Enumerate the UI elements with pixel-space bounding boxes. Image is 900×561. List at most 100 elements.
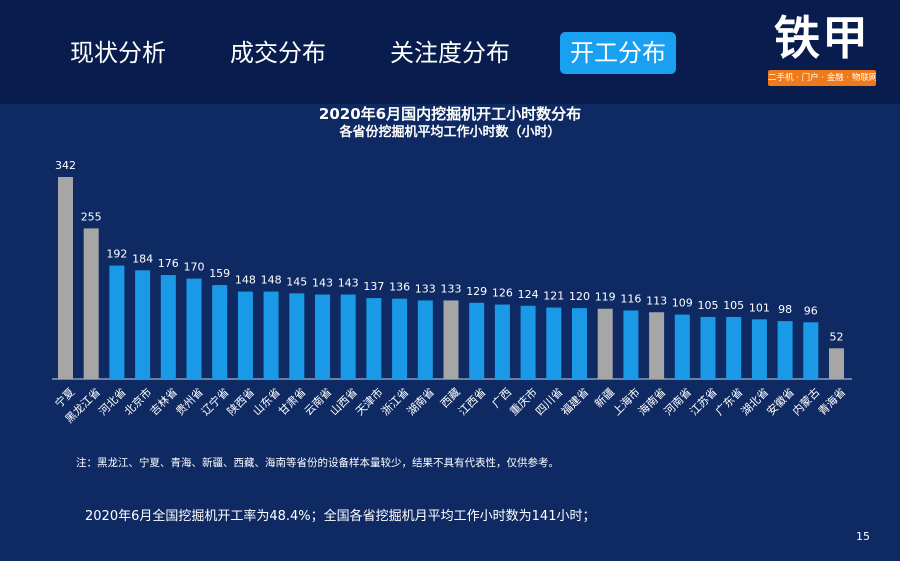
data-label-18: 124 (518, 288, 539, 301)
bar-12 (366, 298, 382, 379)
category-label-13: 浙江省 (379, 386, 412, 419)
data-label-27: 101 (749, 301, 770, 314)
data-label-9: 145 (286, 275, 307, 288)
bar-9 (289, 293, 305, 379)
bar-29 (803, 322, 819, 379)
category-label-18: 重庆市 (507, 385, 540, 418)
bar-21 (597, 308, 613, 379)
data-label-15: 133 (441, 282, 462, 295)
category-label-19: 四川省 (533, 386, 566, 419)
data-label-4: 176 (158, 257, 179, 270)
category-label-25: 江苏省 (687, 386, 720, 419)
chart-title: 2020年6月国内挖掘机开工小时数分布 (318, 105, 582, 123)
data-label-0: 342 (55, 159, 76, 172)
category-label-10: 云南省 (302, 386, 335, 419)
category-label-4: 吉林省 (147, 385, 180, 418)
category-label-28: 安徽省 (764, 385, 797, 418)
category-label-16: 江西省 (456, 386, 489, 419)
bar-14 (417, 300, 433, 379)
bar-13 (392, 298, 408, 379)
tab-attention-distribution[interactable]: 关注度分布 (390, 39, 510, 67)
bar-0 (58, 177, 73, 379)
data-label-28: 98 (778, 303, 792, 316)
data-label-12: 137 (363, 280, 384, 293)
bar-17 (494, 304, 510, 379)
bar-3 (135, 270, 151, 379)
data-label-23: 113 (646, 294, 667, 307)
data-label-8: 148 (261, 274, 282, 287)
category-label-6: 辽宁省 (198, 385, 231, 418)
data-label-29: 96 (804, 304, 818, 317)
data-label-5: 170 (184, 261, 205, 274)
category-label-29: 内蒙古 (789, 385, 822, 418)
data-label-26: 105 (723, 299, 744, 312)
category-label-7: 陕西省 (224, 385, 257, 418)
data-label-6: 159 (209, 267, 230, 280)
data-label-21: 119 (595, 291, 616, 304)
bar-28 (777, 321, 793, 379)
data-label-20: 120 (569, 290, 590, 303)
data-label-10: 143 (312, 277, 333, 290)
category-label-11: 山西省 (327, 386, 360, 419)
bar-20 (572, 308, 587, 379)
brand-logo: 铁甲 二手机 · 门户 · 金融 · 物联网 (766, 10, 878, 88)
bar-27 (751, 319, 767, 379)
data-label-1: 255 (81, 210, 102, 223)
data-label-16: 129 (466, 285, 487, 298)
bar-11 (340, 294, 356, 379)
data-label-17: 126 (492, 287, 513, 300)
bar-22 (623, 310, 639, 379)
tab-operation-distribution[interactable]: 开工分布 (560, 32, 676, 74)
page-number: 15 (856, 530, 870, 543)
bar-7 (237, 291, 253, 379)
category-label-23: 海南省 (635, 385, 668, 418)
data-label-3: 184 (132, 252, 153, 265)
category-label-8: 山东省 (250, 386, 283, 419)
category-label-30: 青海省 (815, 385, 848, 418)
data-label-22: 116 (620, 292, 641, 305)
bar-23 (649, 312, 665, 379)
data-label-13: 136 (389, 281, 410, 294)
category-label-3: 北京市 (121, 385, 154, 418)
bar-15 (443, 300, 459, 379)
bar-19 (546, 307, 562, 379)
data-label-30: 52 (830, 330, 844, 343)
chart-subtitle: 各省份挖掘机平均工作小时数（小时） (339, 125, 561, 140)
category-label-27: 湖北省 (739, 386, 772, 419)
bar-1 (83, 228, 99, 379)
bar-2 (109, 265, 125, 379)
footnote: 注：黑龙江、宁夏、青海、新疆、西藏、海南等省份的设备样本量较少，结果不具有代表性… (76, 457, 559, 469)
logo-subtitle: 二手机 · 门户 · 金融 · 物联网 (768, 70, 876, 86)
bar-18 (520, 305, 536, 379)
category-label-5: 贵州省 (173, 386, 206, 419)
bar-4 (160, 275, 176, 379)
category-label-20: 福建省 (558, 385, 591, 418)
summary-text: 2020年6月全国挖掘机开工率为48.4%；全国各省挖掘机月平均工作小时数为14… (85, 509, 596, 524)
data-label-14: 133 (415, 282, 436, 295)
category-label-22: 上海市 (609, 385, 642, 418)
category-label-24: 河南省 (662, 386, 695, 419)
bar-26 (726, 316, 742, 379)
bar-30 (829, 348, 844, 379)
category-label-26: 广东省 (713, 386, 746, 419)
bar-6 (212, 285, 228, 379)
category-label-12: 天津市 (352, 385, 385, 418)
logo-text: 铁甲 (774, 11, 870, 65)
data-label-25: 105 (698, 299, 719, 312)
bar-chart: 342宁夏255黑龙江省192河北省184北京市176吉林省170贵州省159辽… (52, 159, 852, 426)
bar-5 (186, 278, 202, 379)
data-label-2: 192 (106, 248, 127, 261)
tab-status-analysis[interactable]: 现状分析 (70, 39, 166, 67)
bar-8 (263, 291, 279, 379)
bar-10 (315, 294, 330, 379)
top-nav-bar: 现状分析 成交分布 关注度分布 开工分布 铁甲 二手机 · 门户 · 金融 · … (0, 0, 900, 104)
bar-25 (700, 316, 716, 379)
tab-transaction-distribution[interactable]: 成交分布 (230, 39, 326, 67)
bar-16 (469, 302, 485, 379)
data-label-11: 143 (338, 277, 359, 290)
bar-24 (674, 314, 690, 379)
category-label-14: 湖南省 (405, 386, 438, 419)
data-label-24: 109 (672, 297, 693, 310)
category-label-9: 甘肃省 (276, 386, 309, 419)
category-label-2: 河北省 (96, 386, 129, 419)
